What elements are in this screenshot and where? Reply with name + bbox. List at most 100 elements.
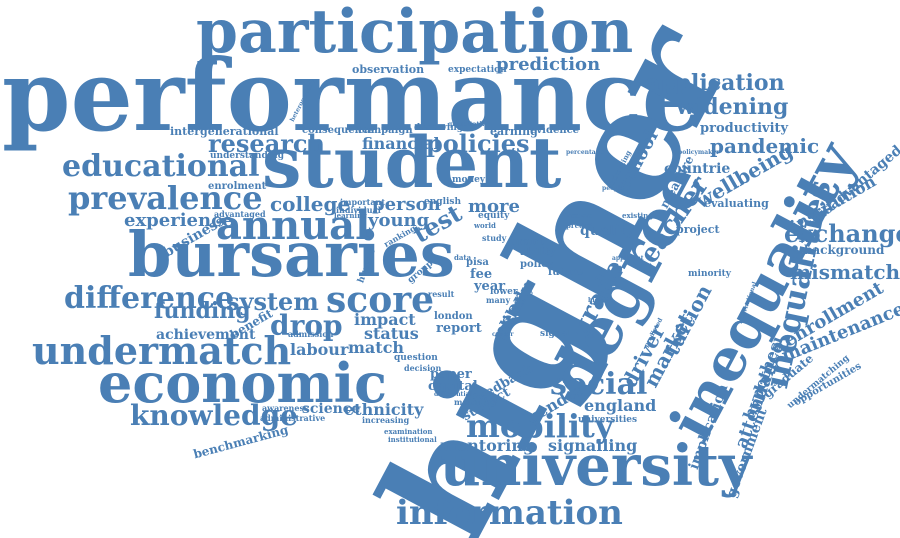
word-pisa: pisa — [466, 257, 489, 268]
word-information: information — [396, 493, 623, 533]
word-signalling: signalling — [548, 436, 638, 455]
word-fee: fee — [470, 267, 493, 282]
word-matching: matching — [454, 397, 497, 407]
word-deserving: deserving — [414, 123, 464, 133]
word-science: science — [302, 401, 361, 417]
word-prevalence: prevalence — [68, 179, 263, 217]
word-drop: drop — [270, 309, 343, 342]
word-admission: admission — [288, 329, 334, 339]
word-existing: existing — [622, 211, 654, 220]
word-increasing: increasing — [362, 415, 410, 425]
word-money: money — [452, 175, 486, 185]
word-quality: quality — [580, 223, 635, 239]
word-observation: observation — [352, 63, 425, 76]
word-status: status — [364, 324, 419, 343]
word-england: england — [584, 396, 657, 415]
word-result: result — [428, 289, 455, 299]
word-more: more — [468, 196, 520, 217]
word-prediction: prediction — [496, 54, 601, 75]
word-participation: participation — [196, 0, 634, 67]
word-annual: annual — [216, 202, 371, 249]
word-many: many — [486, 295, 511, 305]
word-countrie: countrie — [664, 161, 731, 177]
word-intergenerational: intergenerational — [170, 125, 279, 138]
word-important: important — [340, 197, 386, 207]
word-people: people — [602, 185, 625, 192]
word-system: system — [226, 287, 319, 316]
word-individual: individual — [336, 205, 381, 215]
word-labour: labour — [290, 340, 349, 359]
word-signal: signal — [540, 329, 571, 339]
word-funding: funding — [154, 298, 251, 324]
word-institutional: institutional — [388, 435, 437, 444]
word-exchange: exchange — [784, 219, 900, 248]
word-english: english — [424, 197, 462, 207]
word-enrolment: enrolment — [208, 181, 267, 192]
word-differential: differential — [434, 391, 472, 398]
word-highest: highest — [588, 297, 614, 304]
word-difference: difference — [64, 281, 235, 316]
word-expectation: expectation — [448, 65, 507, 75]
word-achievement: achievement — [156, 327, 256, 343]
word-background: background — [804, 243, 885, 257]
word-awareness: awareness — [262, 403, 309, 413]
word-mentoring: mentoring — [440, 436, 535, 455]
word-person: person — [372, 194, 441, 215]
word-data: data — [454, 253, 472, 262]
word-educational: educational — [62, 149, 260, 184]
word-evaluating: evaluating — [704, 197, 769, 210]
word-universities: universities — [578, 415, 638, 425]
word-future: future — [548, 267, 584, 278]
word-administrative: administrative — [260, 413, 326, 423]
word-lower: lower — [490, 287, 518, 297]
word-policy: policy — [520, 259, 554, 270]
word-decision: decision — [404, 363, 442, 373]
word-capital: capital — [428, 379, 478, 394]
word-mobility: mobility — [466, 407, 614, 445]
word-paper: paper — [430, 367, 472, 382]
word-quantitative: quantitative — [448, 121, 489, 128]
word-policymaker: policymaker — [678, 149, 720, 156]
word-learning: learning — [334, 211, 368, 220]
word-college: college — [270, 192, 351, 216]
word-application: application — [646, 70, 785, 96]
word-study: study — [482, 233, 507, 243]
word-pandemic: pandemic — [710, 134, 820, 158]
word-young: young — [368, 210, 430, 231]
word-world: world — [474, 221, 496, 230]
word-student: student — [262, 121, 562, 204]
word-ability: ability — [520, 247, 556, 258]
word-minority: minority — [688, 269, 732, 279]
word-ethnicity: ethnicity — [344, 400, 424, 419]
word-project: project — [676, 223, 720, 236]
word-match: match — [348, 338, 405, 357]
word-policies: policies — [426, 129, 530, 158]
word-score: score — [326, 279, 435, 321]
word-financial: financial — [362, 134, 440, 153]
word-examination: examination — [384, 427, 433, 436]
word-report: report — [436, 321, 482, 336]
word-career: career — [492, 331, 514, 338]
word-understanding: understanding — [210, 151, 284, 161]
word-applicant: applicant — [612, 255, 644, 262]
word-earning: earning — [490, 125, 538, 138]
word-predict: predict — [566, 221, 595, 230]
word-london: london — [434, 311, 473, 322]
word-experience: experience — [124, 210, 234, 231]
word-economic: economic — [98, 351, 388, 415]
word-consequence: consequence — [302, 125, 375, 136]
word-social: social — [550, 367, 648, 402]
word-advantaged: advantaged — [214, 209, 266, 219]
word-equity: equity — [478, 211, 510, 221]
word-university: university — [440, 433, 752, 499]
word-grant: grant — [510, 235, 544, 248]
word-year: year — [474, 279, 506, 294]
word-campaign: campaign — [358, 125, 413, 136]
word-percentage: percentage — [566, 149, 604, 156]
word-income: income — [564, 211, 593, 220]
word-productivity: productivity — [700, 121, 789, 136]
word-question: question — [394, 353, 438, 363]
word-undermatch: undermatch — [32, 328, 292, 373]
word-impact: impact — [354, 310, 416, 329]
